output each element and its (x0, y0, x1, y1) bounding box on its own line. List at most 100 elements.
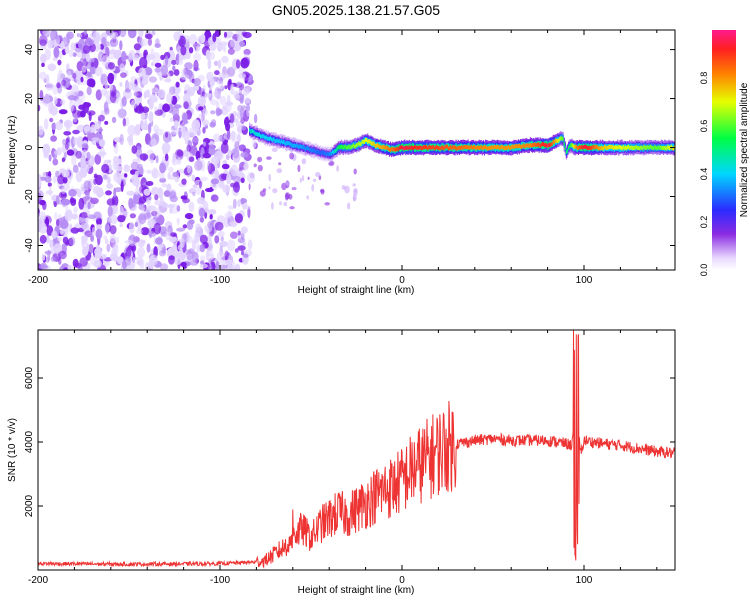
ridge-cell (456, 146, 458, 151)
noise-blob (91, 226, 96, 237)
snr-xlabel: Height of straight line (km) (298, 585, 415, 596)
noise-blob (225, 154, 230, 161)
noise-blob (192, 137, 199, 143)
snr-x-ticks: -200 -100 0 100 (28, 330, 658, 586)
noise-blob (97, 114, 105, 122)
noise-blob (243, 48, 251, 56)
noise-blob (55, 218, 60, 227)
ridge-cell (607, 145, 609, 150)
noise-blob (227, 205, 235, 210)
ridge-cell (285, 141, 287, 146)
noise-blob (121, 50, 127, 63)
noise-blob (153, 222, 161, 235)
ridge-cell (404, 146, 406, 151)
noise-blob (223, 31, 228, 38)
ridge-cell (523, 143, 525, 148)
ridge-cell (341, 145, 344, 150)
noise-blob (84, 128, 88, 134)
ridge-cell (373, 142, 375, 147)
ridge-cell (324, 151, 326, 155)
ridge-cell (424, 145, 427, 150)
noise-blob (328, 160, 335, 166)
noise-blob (193, 52, 202, 62)
noise-blob (114, 187, 123, 193)
ridge-cell (551, 141, 553, 146)
noise-blob (272, 188, 278, 194)
noise-blob (100, 73, 108, 86)
ridge-cell (493, 145, 495, 149)
noise-blob (210, 253, 215, 260)
noise-blob (178, 168, 184, 174)
ridge-cell (636, 146, 638, 150)
noise-blob (221, 107, 229, 116)
ridge-cell (617, 145, 619, 150)
ridge-cell (418, 145, 420, 150)
ridge-cell (279, 140, 281, 145)
noise-blob (43, 118, 49, 130)
noise-blob (180, 74, 190, 80)
ridge-cell (529, 142, 531, 147)
ridge-cell (268, 136, 270, 141)
noise-blob (257, 156, 263, 163)
ridge-cell (313, 148, 315, 153)
noise-blob (45, 234, 50, 244)
ridge-cell (491, 145, 493, 150)
noise-region (38, 30, 358, 270)
noise-blob (236, 30, 240, 38)
noise-blob (67, 265, 72, 270)
ridge-cell (359, 142, 361, 147)
spectrogram-frame (37, 29, 676, 271)
x-tick-label: -100 (210, 275, 230, 286)
ridge-cell (561, 136, 563, 141)
noise-blob (203, 141, 207, 147)
noise-blob (213, 60, 219, 66)
ridge-cell (479, 145, 481, 150)
noise-blob (214, 221, 224, 231)
ridge-cell (503, 146, 505, 151)
ridge-cell (559, 136, 561, 141)
ridge-cell (289, 141, 291, 146)
ridge-cell (454, 145, 456, 150)
ridge-cell (286, 141, 288, 146)
noise-blob (50, 101, 54, 113)
noise-blob (128, 221, 135, 234)
ridge-cell (457, 146, 459, 150)
ridge-cell (620, 145, 622, 150)
noise-blob (97, 151, 107, 157)
ridge-cell (298, 145, 300, 150)
noise-blob (155, 155, 159, 164)
noise-blob (66, 149, 75, 156)
ridge-cell (463, 145, 465, 150)
noise-blob (184, 191, 188, 196)
noise-blob (117, 214, 126, 223)
noise-blob (123, 211, 129, 216)
noise-blob (242, 241, 246, 246)
noise-blob (353, 168, 357, 175)
ridge-cell (295, 144, 297, 148)
noise-blob (207, 221, 211, 229)
noise-blob (67, 95, 77, 101)
noise-blob (78, 172, 88, 177)
noise-blob (119, 30, 127, 38)
figure-title: GN05.2025.138.21.57.G05 (272, 2, 440, 18)
noise-blob (235, 59, 241, 69)
noise-blob (124, 88, 131, 93)
ridge-cell (641, 145, 643, 150)
noise-blob (232, 147, 240, 159)
noise-blob (147, 37, 152, 46)
noise-blob (145, 262, 150, 270)
noise-blob (176, 150, 184, 157)
ridge-cell (429, 145, 431, 150)
noise-blob (169, 117, 174, 123)
noise-blob (109, 225, 117, 235)
noise-blob (62, 138, 67, 146)
ridge-cell (303, 145, 305, 150)
noise-blob (72, 117, 78, 123)
noise-blob (144, 33, 153, 39)
noise-blob (237, 230, 241, 236)
ridge-cell (647, 145, 649, 150)
ridge-cell (507, 144, 510, 149)
ridge-cell (480, 144, 482, 149)
ridge-cell (549, 143, 551, 148)
ridge-cell (546, 143, 548, 148)
